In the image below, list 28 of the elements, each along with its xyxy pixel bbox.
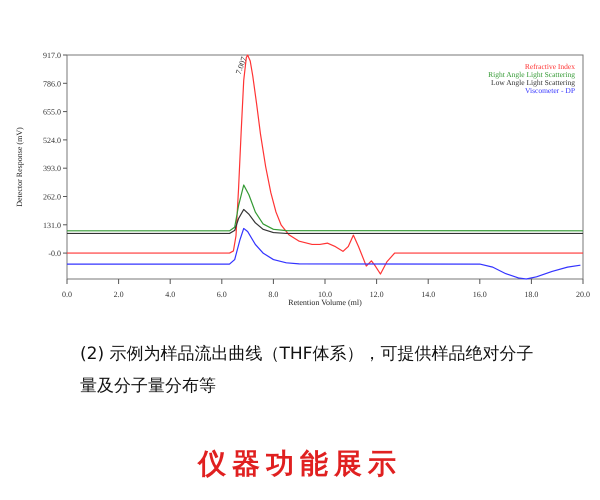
x-tick-label: 14.0 <box>421 290 436 299</box>
y-tick-label: 524.0 <box>43 136 61 145</box>
y-axis-title: Detector Response (mV) <box>15 126 24 207</box>
y-tick-label: 917.0 <box>43 51 61 60</box>
x-tick-label: 0.0 <box>62 290 72 299</box>
line-series <box>67 184 583 232</box>
x-axis-title: Retention Volume (ml) <box>288 298 362 307</box>
text: 仪器功能展示 <box>197 447 402 480</box>
x-tick-label: 6.0 <box>216 290 227 299</box>
x-tick-label: 18.0 <box>524 290 538 299</box>
y-tick-label: 131.0 <box>43 220 61 230</box>
line-series <box>67 208 583 234</box>
x-tick-label: 16.0 <box>472 290 487 299</box>
y-tick-label: 655.0 <box>43 108 61 117</box>
y-tick-label: 786.0 <box>43 79 61 88</box>
y-tick-label: 393.0 <box>43 164 61 174</box>
annotation: 7.007 <box>234 56 248 76</box>
x-tick-label: 4.0 <box>165 290 176 299</box>
x-tick-label: 8.0 <box>268 290 278 299</box>
line-series <box>67 54 583 275</box>
y-tick-label: -0.0 <box>48 249 61 258</box>
x-tick-label: 2.0 <box>114 290 124 299</box>
x-tick-label: 12.0 <box>370 290 384 299</box>
line-series <box>67 228 582 280</box>
text: (2) 示例为样品流出曲线（THF体系），可提供样品绝对分子量及分子量分布等 <box>80 343 534 398</box>
x-tick-label: 20.0 <box>576 290 590 299</box>
x-tick-label: 10.0 <box>318 290 332 299</box>
y-tick-label: 262.0 <box>43 192 61 202</box>
